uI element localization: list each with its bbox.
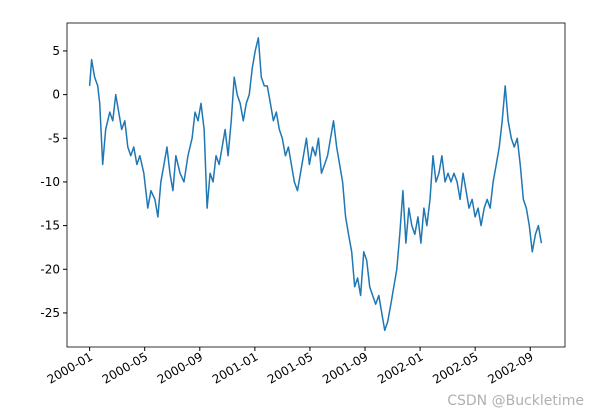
x-tick-label: 2001-09 xyxy=(320,349,370,386)
x-tick-label: 2002-01 xyxy=(375,349,425,386)
y-tick-label: -10 xyxy=(40,175,60,189)
y-tick-label: 5 xyxy=(52,44,60,58)
y-tick-label: -15 xyxy=(40,219,60,233)
y-tick-label: -5 xyxy=(48,131,60,145)
x-tick-label: 2000-09 xyxy=(155,349,205,386)
y-tick-label: 0 xyxy=(52,88,60,102)
x-tick-label: 2001-05 xyxy=(265,349,315,386)
x-tick-label: 2002-09 xyxy=(485,349,535,386)
line xyxy=(88,37,543,332)
x-tick-label: 2002-05 xyxy=(430,349,480,386)
x-tick-label: 2000-01 xyxy=(45,349,95,386)
axes-frame xyxy=(66,22,566,348)
x-tick-label: 2001-01 xyxy=(210,349,260,386)
x-tick-label: 2000-05 xyxy=(100,349,150,386)
watermark: CSDN @Buckletime xyxy=(447,393,584,409)
y-tick-label: -25 xyxy=(40,306,60,320)
y-tick-label: -20 xyxy=(40,262,60,276)
